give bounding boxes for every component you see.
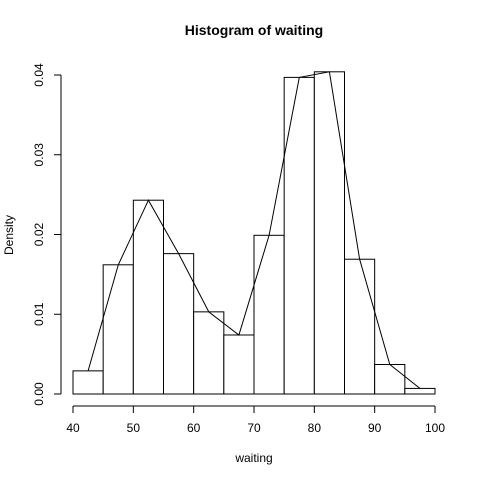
histogram-bar (223, 334, 255, 395)
x-tick-label: 40 (66, 421, 80, 435)
y-tick-label: 0.01 (32, 302, 46, 326)
x-tick-label: 50 (127, 421, 141, 435)
histogram-bar (283, 76, 315, 395)
y-tick-label: 0.02 (32, 222, 46, 246)
histogram-bar (102, 264, 134, 395)
x-tick-label: 80 (308, 421, 322, 435)
histogram-bar (163, 253, 195, 395)
density-line (87, 71, 421, 389)
histogram-bar (253, 234, 285, 395)
histogram-bar (313, 71, 346, 395)
histogram-bar (344, 258, 376, 395)
y-tick-label: 0.03 (32, 143, 46, 167)
density-line-group (87, 71, 421, 389)
histogram-bar (374, 363, 406, 395)
x-tick-label: 60 (187, 421, 201, 435)
histogram-bar (404, 387, 436, 395)
x-axis: 40 50 60 70 80 90 100 (66, 405, 445, 435)
x-tick-label: 100 (425, 421, 445, 435)
y-axis-label: Density (2, 215, 16, 255)
x-axis-label: waiting (234, 451, 272, 465)
histogram-bar (72, 370, 104, 395)
bars-group (72, 71, 436, 395)
y-axis: 0.00 0.01 0.02 0.03 0.04 (32, 63, 62, 406)
y-tick-label: 0.00 (32, 382, 46, 406)
x-tick-label: 90 (368, 421, 382, 435)
chart-title: Histogram of waiting (185, 22, 323, 38)
y-tick-label: 0.04 (32, 63, 46, 87)
histogram-bar (132, 199, 164, 395)
x-tick-label: 70 (247, 421, 261, 435)
histogram-bar (193, 311, 225, 395)
